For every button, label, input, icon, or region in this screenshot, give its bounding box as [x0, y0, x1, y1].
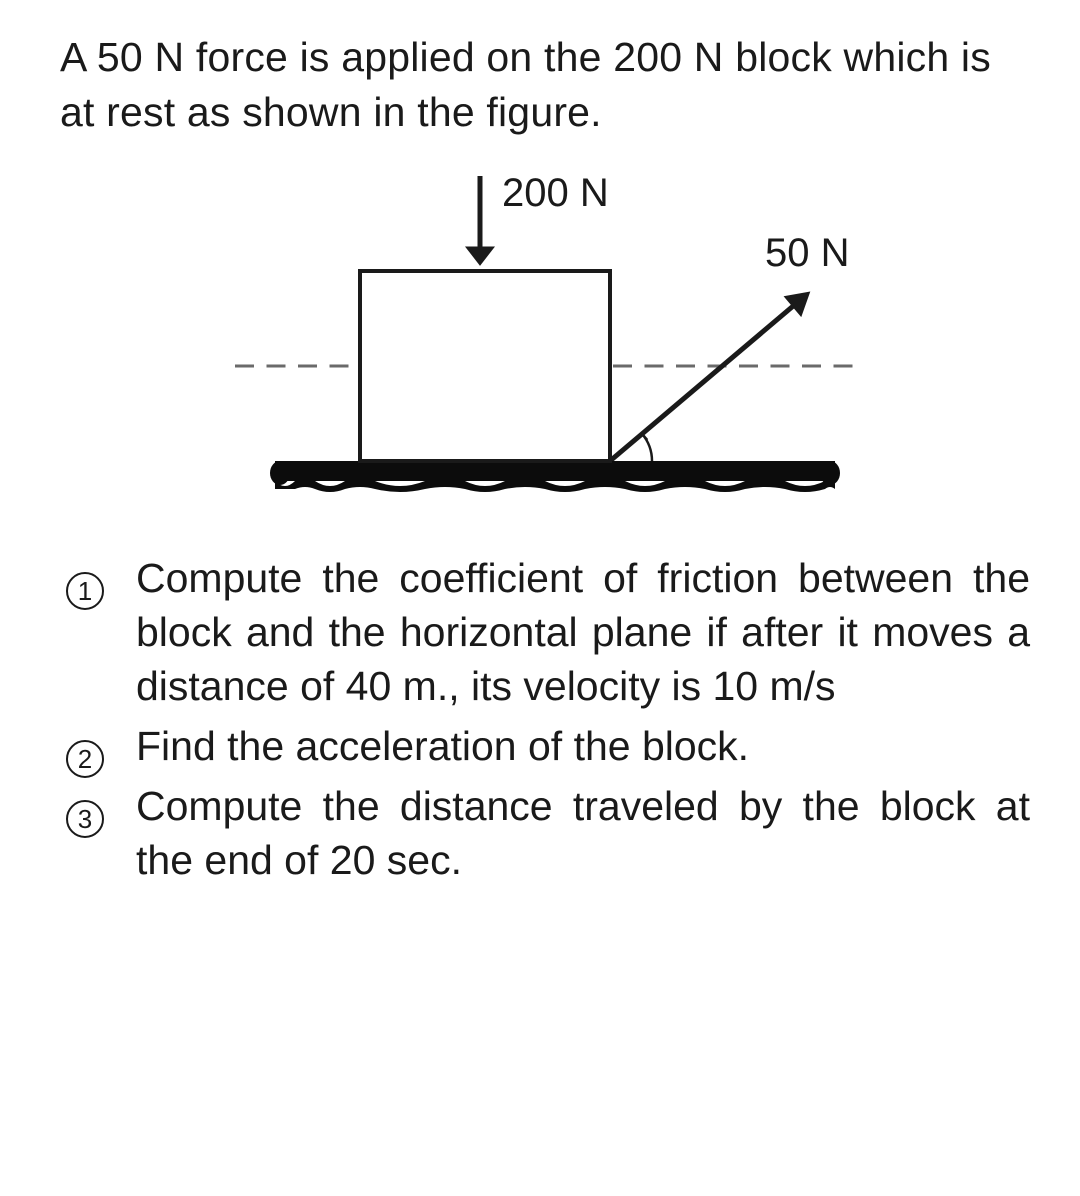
circled-number-icon: 3	[66, 800, 104, 838]
question-item: 2 Find the acceleration of the block.	[60, 719, 1030, 773]
page: A 50 N force is applied on the 200 N blo…	[0, 0, 1080, 1196]
svg-text:50 N: 50 N	[765, 231, 850, 275]
question-marker: 3	[60, 779, 136, 833]
figure-container: 200 N 50 N	[60, 161, 1030, 521]
svg-text:200 N: 200 N	[502, 171, 609, 215]
question-text: Find the acceleration of the block.	[136, 719, 1030, 773]
question-marker: 1	[60, 551, 136, 605]
question-item: 1 Compute the coefficient of friction be…	[60, 551, 1030, 713]
circled-number-icon: 1	[66, 572, 104, 610]
questions-list: 1 Compute the coefficient of friction be…	[60, 551, 1030, 888]
problem-statement: A 50 N force is applied on the 200 N blo…	[60, 30, 1030, 141]
question-text: Compute the coefficient of friction betw…	[136, 551, 1030, 713]
question-text: Compute the distance traveled by the blo…	[136, 779, 1030, 887]
question-item: 3 Compute the distance traveled by the b…	[60, 779, 1030, 887]
circled-number-icon: 2	[66, 740, 104, 778]
question-marker: 2	[60, 719, 136, 773]
block-diagram: 200 N 50 N	[165, 161, 925, 521]
